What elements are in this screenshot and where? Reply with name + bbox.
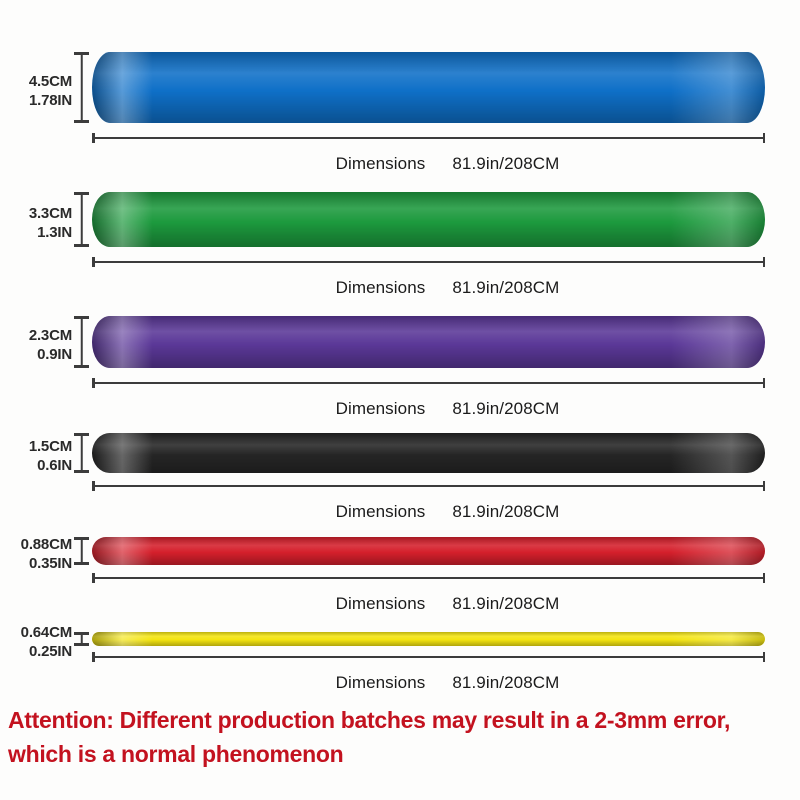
width-dimension-line xyxy=(92,133,765,143)
thickness-label-yellow: 0.64CM 0.25IN xyxy=(6,623,73,661)
height-bracket-icon xyxy=(74,52,89,123)
band-row-red: 0.88CM 0.35IN Dimensions 81.9in/208CM xyxy=(21,536,765,614)
resistance-band-green xyxy=(92,192,765,247)
dimension-caption-label: Dimensions xyxy=(335,399,426,418)
dimension-caption: Dimensions 81.9in/208CM xyxy=(92,594,765,614)
band-row-black: 1.5CM 0.6IN Dimensions 81.9in/208CM xyxy=(29,433,765,522)
dimension-tick-right xyxy=(762,652,765,662)
dimension-caption-label: Dimensions xyxy=(335,502,426,521)
dimension-tick-right xyxy=(762,481,765,491)
dimension-caption: Dimensions 81.9in/208CM xyxy=(92,399,765,419)
thickness-label-black: 1.5CM 0.6IN xyxy=(6,437,72,475)
dimension-caption-label: Dimensions xyxy=(335,673,426,692)
thickness-cm: 0.88CM xyxy=(20,536,73,553)
resistance-band-yellow xyxy=(92,632,765,646)
band-row-purple: 2.3CM 0.9IN Dimensions 81.9in/208CM xyxy=(29,316,765,419)
dimension-caption: Dimensions 81.9in/208CM xyxy=(92,673,765,693)
dimension-caption: Dimensions 81.9in/208CM xyxy=(92,154,765,174)
thickness-cm: 2.3CM xyxy=(28,327,72,344)
dimension-caption: Dimensions 81.9in/208CM xyxy=(92,278,765,298)
thickness-label-blue: 4.5CM 1.78IN xyxy=(6,72,72,110)
dimension-tick-right xyxy=(762,573,765,583)
thickness-in: 0.25IN xyxy=(29,643,72,660)
thickness-label-red: 0.88CM 0.35IN xyxy=(6,535,73,573)
height-bracket-icon xyxy=(74,537,89,565)
dimension-caption-value: 81.9in/208CM xyxy=(452,278,560,297)
dimension-caption-value: 81.9in/208CM xyxy=(452,502,560,521)
dimension-tick-right xyxy=(762,133,765,143)
dimension-caption-value: 81.9in/208CM xyxy=(452,154,560,173)
height-bracket-icon xyxy=(74,632,89,646)
thickness-cm: 1.5CM xyxy=(28,438,72,455)
thickness-in: 1.3IN xyxy=(37,223,72,241)
height-bracket-icon xyxy=(74,192,89,247)
width-dimension-line xyxy=(92,257,765,267)
dimension-tick-left xyxy=(92,481,95,491)
dimension-tick-right xyxy=(762,378,765,388)
thickness-in: 0.35IN xyxy=(29,555,72,572)
thickness-label-purple: 2.3CM 0.9IN xyxy=(6,326,72,364)
thickness-in: 0.6IN xyxy=(37,457,72,474)
band-row-blue: 4.5CM 1.78IN Dimensions 81.9in/208CM xyxy=(29,52,765,174)
resistance-band-purple xyxy=(92,316,765,368)
dimension-caption-value: 81.9in/208CM xyxy=(452,399,560,418)
dimension-caption-label: Dimensions xyxy=(335,278,426,297)
attention-line-1: Attention: Different production batches … xyxy=(8,707,731,733)
attention-line-2: which is a normal phenomenon xyxy=(8,741,344,767)
dimension-caption: Dimensions 81.9in/208CM xyxy=(92,502,765,522)
thickness-in: 0.9IN xyxy=(37,346,72,363)
width-dimension-line xyxy=(92,652,765,662)
thickness-cm: 0.64CM xyxy=(20,624,73,641)
band-row-green: 3.3CM 1.3IN Dimensions 81.9in/208CM xyxy=(29,192,765,298)
dimension-caption-label: Dimensions xyxy=(335,594,426,613)
band-row-yellow: 0.64CM 0.25IN Dimensions 81.9in/208CM xyxy=(21,624,765,693)
dimension-tick-left xyxy=(92,133,95,143)
dimension-caption-value: 81.9in/208CM xyxy=(452,673,560,692)
dimension-caption-label: Dimensions xyxy=(335,154,426,173)
thickness-label-green: 3.3CM 1.3IN xyxy=(6,204,72,242)
resistance-band-black xyxy=(92,433,765,473)
dimension-tick-left xyxy=(92,652,95,662)
dimension-tick-left xyxy=(92,257,95,267)
width-dimension-line xyxy=(92,378,765,388)
height-bracket-icon xyxy=(74,433,89,473)
dimension-tick-left xyxy=(92,573,95,583)
width-dimension-line xyxy=(92,573,765,583)
thickness-cm: 4.5CM xyxy=(28,72,72,90)
height-bracket-icon xyxy=(74,316,89,368)
resistance-band-red xyxy=(92,537,765,565)
dimension-tick-right xyxy=(762,257,765,267)
resistance-band-blue xyxy=(92,52,765,123)
thickness-cm: 3.3CM xyxy=(28,204,72,222)
thickness-in: 1.78IN xyxy=(29,91,72,109)
width-dimension-line xyxy=(92,481,765,491)
dimension-caption-value: 81.9in/208CM xyxy=(452,594,560,613)
attention-text: Attention: Different production batches … xyxy=(8,703,730,771)
dimension-tick-left xyxy=(92,378,95,388)
